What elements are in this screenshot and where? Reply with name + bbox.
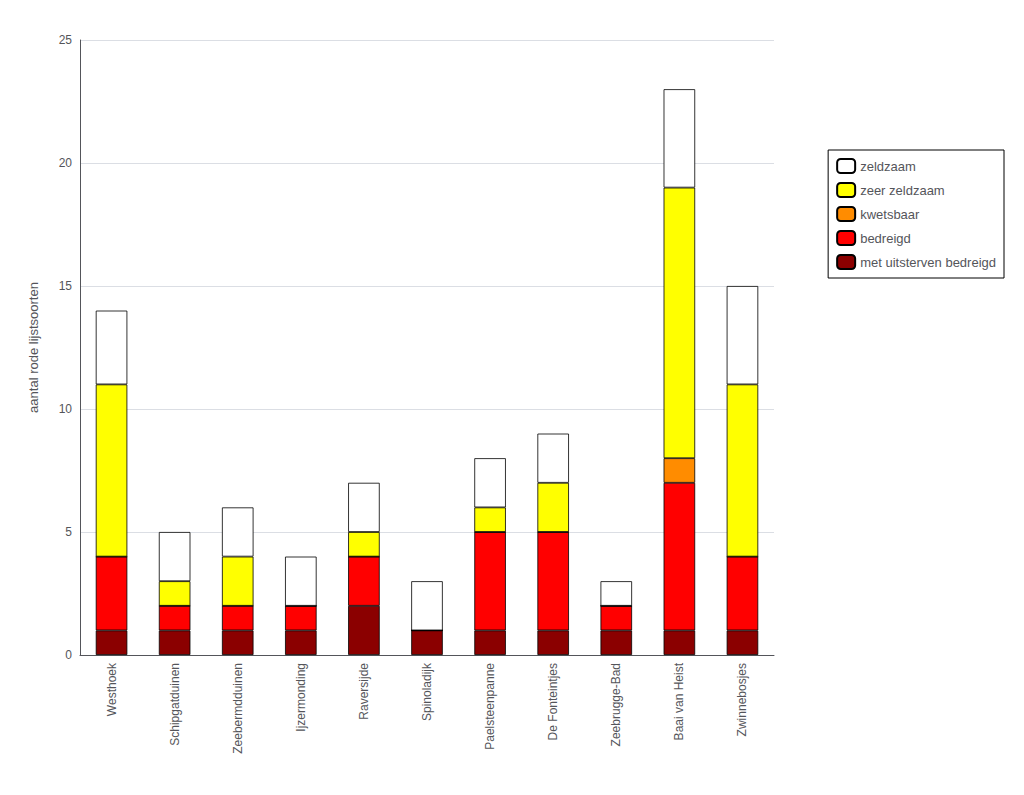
- svg-text:Baai van Heist: Baai van Heist: [672, 662, 686, 740]
- svg-text:Zeebermdduinen: Zeebermdduinen: [231, 663, 245, 754]
- svg-text:Spinoladijk: Spinoladijk: [420, 662, 434, 721]
- svg-text:zeldzaam: zeldzaam: [860, 159, 916, 174]
- svg-text:zeer zeldzaam: zeer zeldzaam: [860, 183, 945, 198]
- svg-text:10: 10: [59, 402, 73, 416]
- svg-text:Schipgatduinen: Schipgatduinen: [168, 663, 182, 746]
- svg-text:Paelsteenpanne: Paelsteenpanne: [483, 663, 497, 750]
- svg-text:25: 25: [59, 33, 73, 47]
- svg-text:bedreigd: bedreigd: [860, 231, 911, 246]
- svg-text:Zeebrugge-Bad: Zeebrugge-Bad: [609, 663, 623, 746]
- svg-text:Zwinnebosjes: Zwinnebosjes: [735, 663, 749, 736]
- svg-text:aantal rode lijstsoorten: aantal rode lijstsoorten: [26, 282, 41, 413]
- svg-text:5: 5: [65, 525, 72, 539]
- svg-text:kwetsbaar: kwetsbaar: [860, 207, 920, 222]
- svg-text:15: 15: [59, 279, 73, 293]
- svg-text:Westhoek: Westhoek: [105, 662, 119, 716]
- svg-text:0: 0: [65, 648, 72, 662]
- svg-text:De Fonteintjes: De Fonteintjes: [546, 663, 560, 740]
- svg-text:met uitsterven bedreigd: met uitsterven bedreigd: [860, 255, 996, 270]
- svg-text:Ijzermonding: Ijzermonding: [294, 663, 308, 732]
- svg-text:Raversijde: Raversijde: [357, 663, 371, 720]
- svg-text:20: 20: [59, 156, 73, 170]
